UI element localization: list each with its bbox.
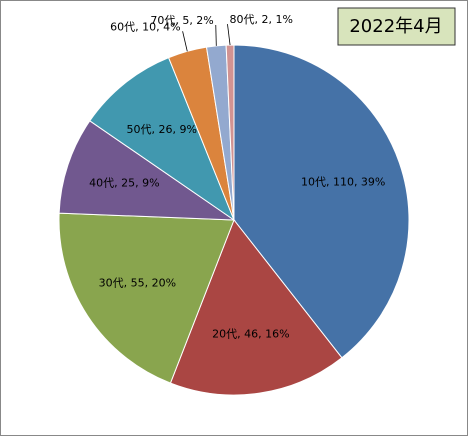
data-label: 70代, 5, 2%	[150, 14, 213, 27]
chart-title: 2022年4月	[349, 16, 442, 37]
leader-line	[215, 25, 217, 46]
pie-slice	[89, 57, 236, 222]
data-label: 20代, 46, 16%	[212, 327, 289, 340]
pie-slice	[58, 212, 235, 384]
pie-slice	[169, 219, 343, 396]
data-label: 60代, 10, 4%	[110, 20, 180, 33]
data-label: 10代, 110, 39%	[301, 175, 385, 188]
data-label: 40代, 25, 9%	[89, 177, 159, 190]
data-label: 30代, 55, 20%	[99, 276, 176, 289]
leader-line	[227, 24, 231, 46]
data-label: 80代, 2, 1%	[229, 13, 292, 26]
pie-slice	[58, 120, 236, 221]
leader-line	[182, 31, 188, 52]
pie-slice	[233, 44, 410, 359]
pie-slice	[225, 44, 235, 221]
data-label: 50代, 26, 9%	[127, 123, 197, 136]
title-box	[337, 7, 456, 46]
